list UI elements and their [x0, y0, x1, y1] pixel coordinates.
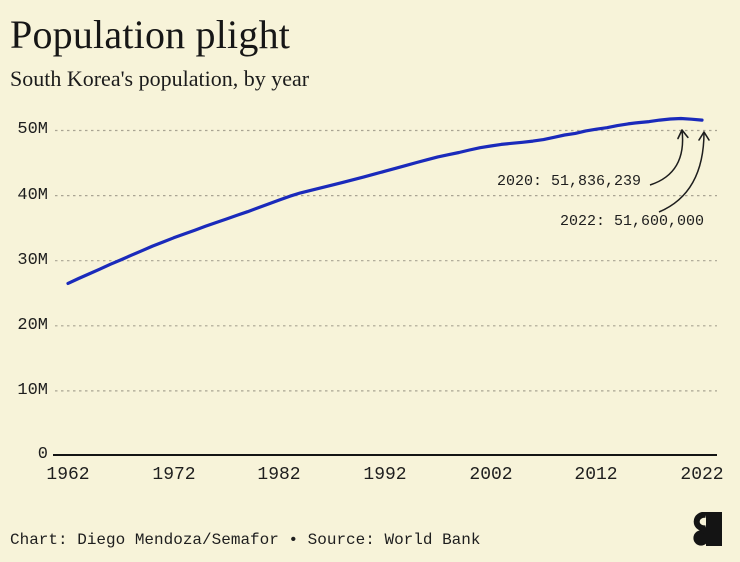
semafor-logo-icon: [693, 512, 722, 546]
y-tick-label: 50M: [17, 120, 48, 139]
y-tick-label: 0: [37, 445, 48, 464]
credit-line: Chart: Diego Mendoza/Semafor • Source: W…: [10, 531, 481, 549]
x-tick-label: 1992: [363, 465, 407, 485]
x-tick-label: 1982: [257, 465, 301, 485]
x-tick-label: 1962: [46, 465, 90, 485]
y-tick-label: 40M: [17, 186, 48, 205]
gridlines: [55, 129, 717, 392]
chart-title: Population plight: [10, 12, 291, 57]
population-line: [66, 116, 704, 285]
annotation-arrow-2020: [649, 129, 689, 186]
x-tick-label: 1972: [152, 465, 196, 485]
annotation-arrow-2022: [658, 131, 710, 213]
x-tick-label: 2022: [680, 465, 724, 485]
x-tick-label: 2012: [574, 465, 618, 485]
y-tick-label: 10M: [17, 381, 48, 400]
chart-subtitle: South Korea's population, by year: [10, 66, 310, 91]
annotation-2022: 2022: 51,600,000: [560, 213, 705, 230]
y-tick-label: 20M: [17, 316, 48, 335]
annotation-2020: 2020: 51,836,239: [497, 173, 642, 190]
x-tick-label: 2002: [469, 465, 513, 485]
y-tick-label: 30M: [17, 251, 48, 270]
